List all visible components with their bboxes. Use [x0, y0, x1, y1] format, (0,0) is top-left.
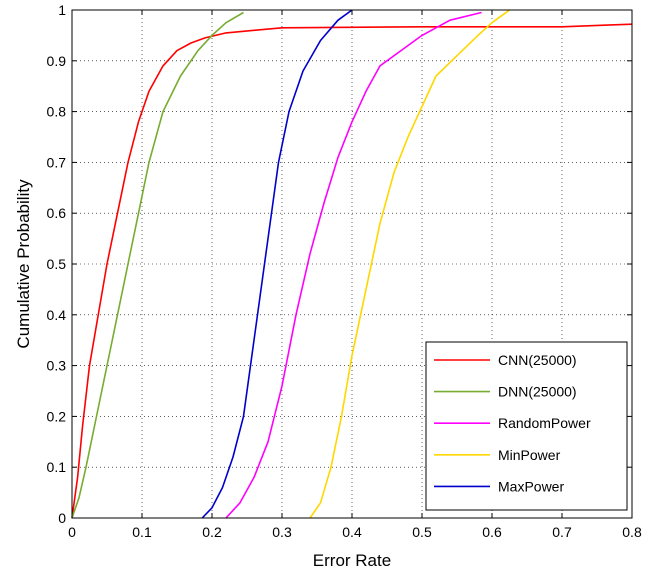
y-tick-label: 0.1	[47, 459, 67, 475]
y-tick-labels: 0 0.1 0.2 0.3 0.4 0.5 0.6 0.7 0.8 0.9 1	[47, 2, 67, 526]
legend-label-dnn-25000: DNN(25000)	[498, 384, 577, 400]
legend: CNN(25000) DNN(25000) RandomPower MinPower M…	[425, 341, 628, 511]
series-line-randompower	[225, 11, 482, 519]
x-tick-labels: 0 0.1 0.2 0.3 0.4 0.5 0.6 0.7 0.8	[68, 524, 642, 540]
axis-ticks	[71, 9, 633, 519]
x-tick-label: 0.7	[552, 524, 572, 540]
y-axis-title: Cumulative Probability	[14, 179, 33, 349]
x-tick-label: 0.3	[272, 524, 292, 540]
x-tick-label: 0.8	[622, 524, 642, 540]
series-line-maxpower	[201, 9, 353, 519]
legend-label-minpower: MinPower	[498, 447, 561, 463]
x-tick-label: 0.2	[202, 524, 222, 540]
x-tick-label: 0	[68, 524, 76, 540]
series-line-dnn-25000	[71, 11, 244, 519]
legend-label-maxpower: MaxPower	[498, 478, 564, 494]
x-tick-label: 0.6	[482, 524, 502, 540]
legend-label-randompower: RandomPower	[498, 415, 591, 431]
y-tick-label: 0.3	[47, 358, 67, 374]
x-tick-label: 0.4	[342, 524, 362, 540]
legend-box	[425, 341, 628, 511]
y-tick-label: 0.6	[47, 205, 67, 221]
x-tick-label: 0.1	[132, 524, 152, 540]
series-line-minpower	[309, 9, 510, 519]
grid-lines	[72, 10, 632, 518]
series-line-cnn-25000	[71, 23, 633, 519]
y-tick-label: 0.7	[47, 154, 67, 170]
y-tick-label: 0.2	[47, 408, 67, 424]
x-axis-title: Error Rate	[313, 551, 391, 570]
y-tick-label: 1	[58, 2, 66, 18]
y-tick-label: 0	[58, 510, 66, 526]
y-tick-label: 0.9	[47, 53, 67, 69]
y-tick-label: 0.8	[47, 104, 67, 120]
x-tick-label: 0.5	[412, 524, 432, 540]
legend-label-cnn-25000: CNN(25000)	[498, 352, 577, 368]
y-tick-label: 0.5	[47, 256, 67, 272]
series-lines	[71, 9, 633, 519]
y-tick-label: 0.4	[47, 307, 67, 323]
